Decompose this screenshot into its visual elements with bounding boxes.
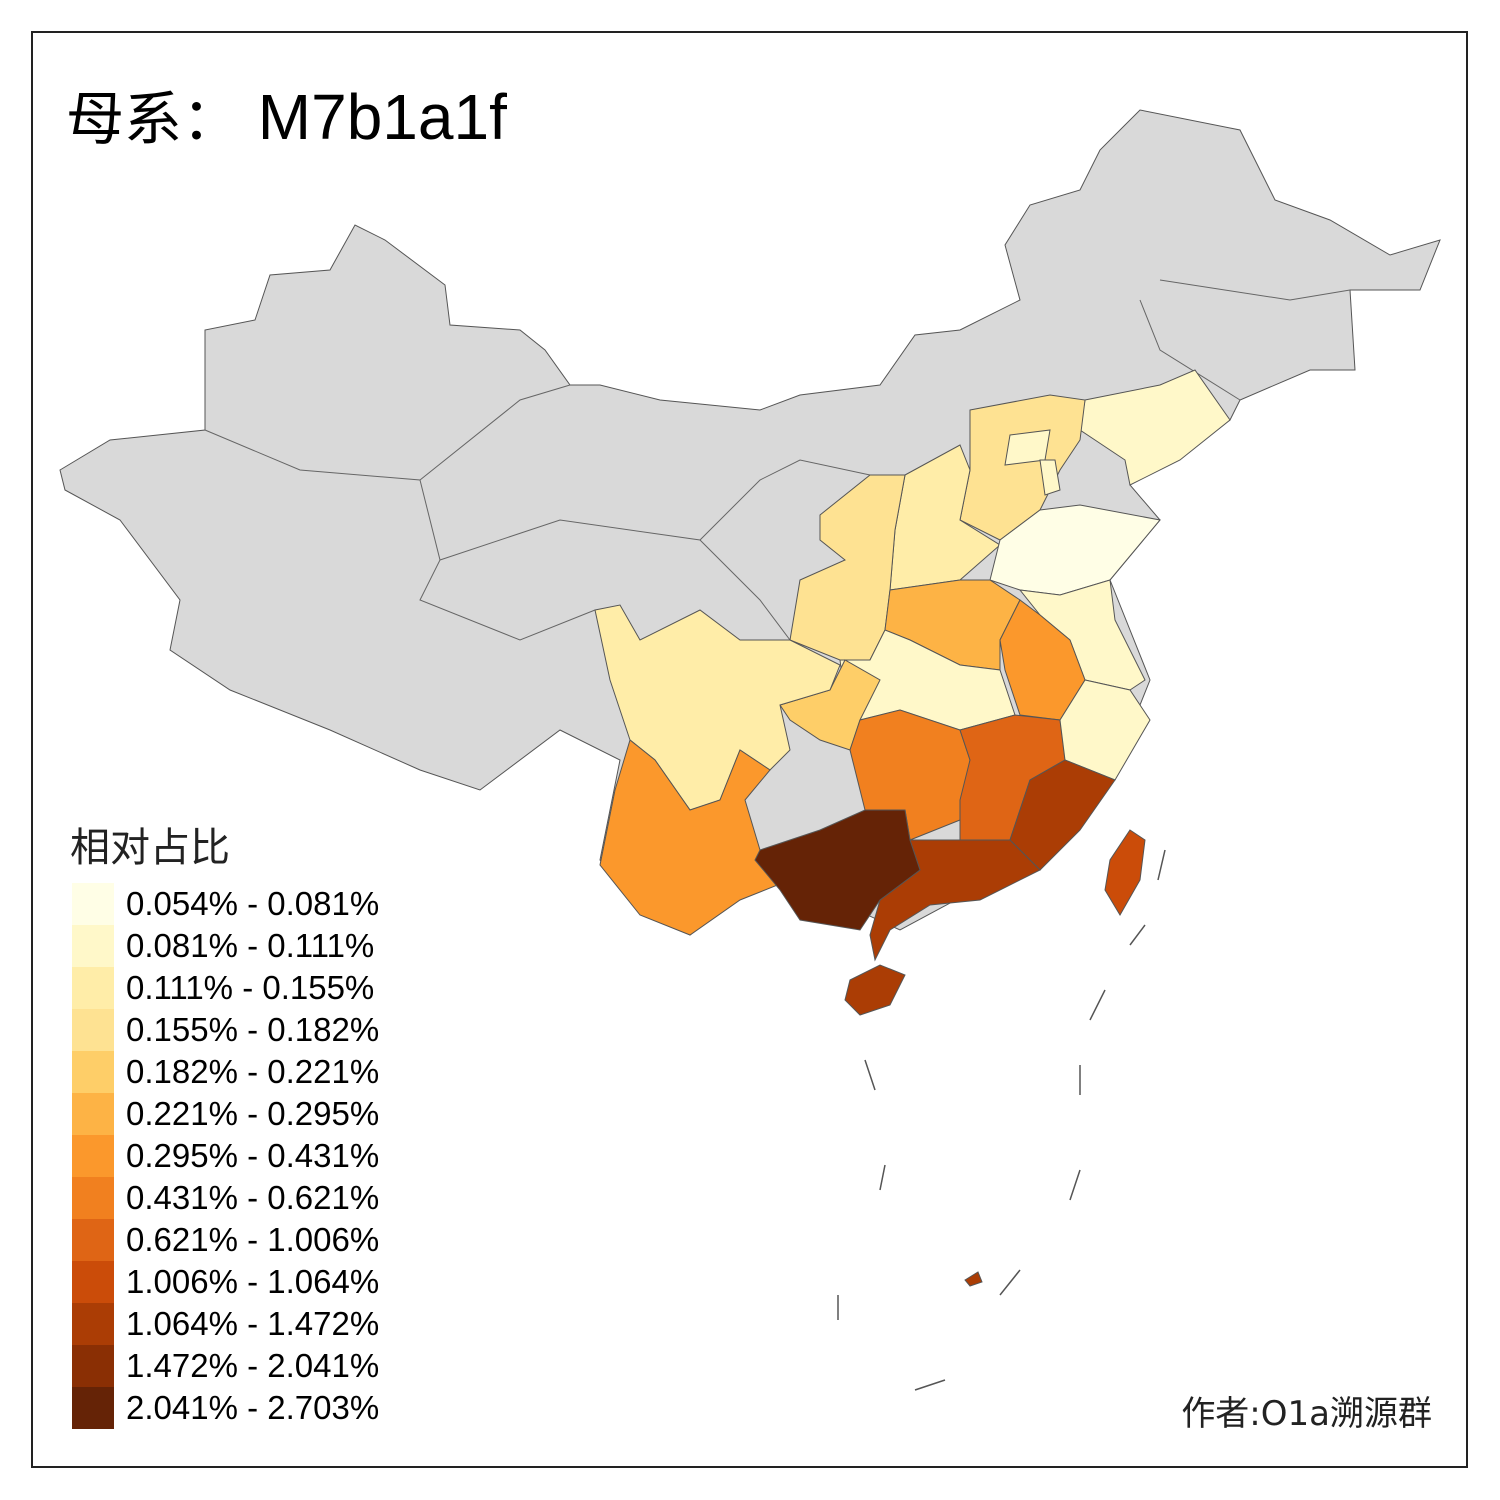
legend-label: 0.182% - 0.221% bbox=[126, 1053, 380, 1090]
legend-label: 0.431% - 0.621% bbox=[126, 1179, 380, 1216]
title-haplogroup: M7b1a1f bbox=[257, 81, 507, 153]
region-guangxi bbox=[754, 809, 921, 931]
legend-swatch bbox=[72, 925, 114, 967]
legend-label: 0.295% - 0.431% bbox=[126, 1137, 380, 1174]
legend-item: 0.081% - 0.111% bbox=[72, 925, 379, 967]
nine-dash-line-segment bbox=[1089, 989, 1106, 1021]
legend-label: 0.221% - 0.295% bbox=[126, 1095, 380, 1132]
legend-swatch bbox=[72, 1093, 114, 1135]
legend-item: 0.431% - 0.621% bbox=[72, 1177, 379, 1219]
legend-swatch bbox=[72, 967, 114, 1009]
region-no-data bbox=[59, 109, 1441, 936]
legend-label: 1.006% - 1.064% bbox=[126, 1263, 380, 1300]
region-tianjin bbox=[1039, 459, 1061, 496]
legend-swatch bbox=[72, 1303, 114, 1345]
author-credit: 作者:O1a溯源群 bbox=[1181, 1394, 1432, 1434]
legend-label: 0.155% - 0.182% bbox=[126, 1011, 380, 1048]
legend-swatch bbox=[72, 1219, 114, 1261]
legend-swatch bbox=[72, 1051, 114, 1093]
legend-title: 相对占比 bbox=[70, 825, 230, 871]
legend-label: 1.064% - 1.472% bbox=[126, 1305, 380, 1342]
figure-frame bbox=[31, 31, 1468, 1468]
nine-dash-line-segment bbox=[1157, 849, 1166, 881]
nine-dash-line-segment bbox=[1069, 1169, 1081, 1201]
region-island bbox=[964, 1271, 983, 1287]
region-liaoning bbox=[1079, 369, 1231, 486]
legend-item: 0.182% - 0.221% bbox=[72, 1051, 379, 1093]
legend-label: 0.081% - 0.111% bbox=[126, 927, 375, 964]
legend-label: 2.041% - 2.703% bbox=[126, 1389, 380, 1426]
legend-item: 1.064% - 1.472% bbox=[72, 1303, 379, 1345]
legend-item: 0.155% - 0.182% bbox=[72, 1009, 379, 1051]
legend-swatch bbox=[72, 1261, 114, 1303]
legend-item: 2.041% - 2.703% bbox=[72, 1387, 379, 1429]
legend: 0.054% - 0.081% 0.081% - 0.111% 0.111% - 0… bbox=[72, 883, 379, 1429]
legend-swatch bbox=[72, 1135, 114, 1177]
province-border bbox=[1139, 299, 1241, 401]
legend-swatch bbox=[72, 1387, 114, 1429]
legend-item: 0.111% - 0.155% bbox=[72, 967, 379, 1009]
region-hainan bbox=[844, 964, 906, 1016]
nine-dash-line-segment bbox=[914, 1379, 946, 1391]
legend-swatch bbox=[72, 1009, 114, 1051]
nine-dash-line-segment bbox=[1129, 924, 1146, 946]
legend-label: 0.621% - 1.006% bbox=[126, 1221, 380, 1258]
legend-label: 0.054% - 0.081% bbox=[126, 885, 380, 922]
legend-item: 0.221% - 0.295% bbox=[72, 1093, 379, 1135]
title-prefix: 母系： bbox=[66, 85, 241, 153]
legend-label: 0.111% - 0.155% bbox=[126, 969, 375, 1006]
legend-swatch bbox=[72, 1177, 114, 1219]
legend-item: 0.621% - 1.006% bbox=[72, 1219, 379, 1261]
region-hunan bbox=[849, 709, 971, 841]
legend-swatch bbox=[72, 1345, 114, 1387]
legend-item: 0.295% - 0.431% bbox=[72, 1135, 379, 1177]
province-border bbox=[419, 384, 571, 481]
legend-item: 1.006% - 1.064% bbox=[72, 1261, 379, 1303]
legend-swatch bbox=[72, 883, 114, 925]
nine-dash-line-segment bbox=[864, 1059, 876, 1091]
province-border bbox=[699, 459, 871, 541]
map-title: 母系： M7b1a1f bbox=[66, 72, 507, 156]
region-taiwan bbox=[1104, 829, 1146, 916]
legend-label: 1.472% - 2.041% bbox=[126, 1347, 380, 1384]
province-border bbox=[1159, 279, 1351, 301]
nine-dash-line-segment bbox=[999, 1269, 1021, 1296]
legend-item: 0.054% - 0.081% bbox=[72, 883, 379, 925]
legend-item: 1.472% - 2.041% bbox=[72, 1345, 379, 1387]
nine-dash-line-segment bbox=[879, 1164, 886, 1191]
